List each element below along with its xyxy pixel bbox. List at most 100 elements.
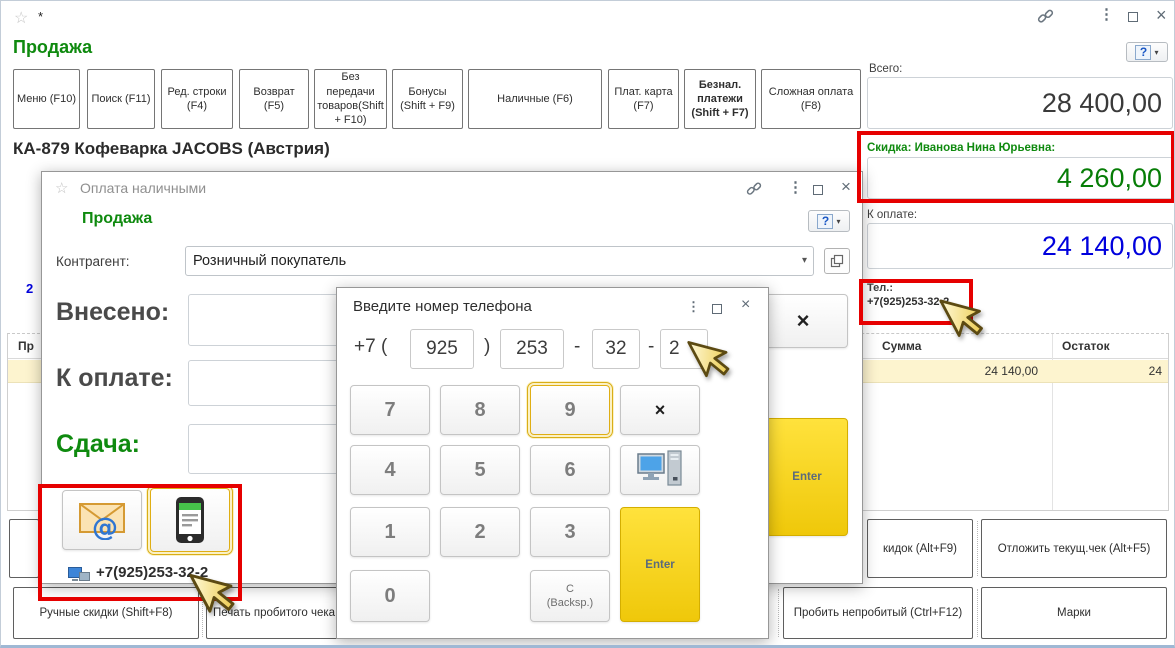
phone-part3-field[interactable]: 32 [592, 329, 640, 369]
toolbar-search-button[interactable]: Поиск (F11) [87, 69, 155, 129]
minimize-icon[interactable] [712, 302, 722, 317]
menu-dots-icon[interactable]: ⋮ [1099, 6, 1114, 23]
row-rest-value: 24 [1148, 364, 1162, 378]
modified-indicator: * [38, 9, 44, 24]
menu-dots-icon[interactable]: ⋮ [788, 179, 803, 196]
key-label: 8 [474, 398, 486, 421]
punch-unpunched-button[interactable]: Пробить непробитый (Ctrl+F12) [783, 587, 973, 639]
key-3[interactable]: 3 [530, 507, 610, 557]
phone-part2-field[interactable]: 253 [500, 329, 564, 369]
close-icon[interactable]: × [741, 296, 751, 313]
link-icon[interactable] [1037, 8, 1054, 28]
phone-dash: - [648, 336, 655, 357]
counterparty-label: Контрагент: [56, 254, 130, 269]
key-6[interactable]: 6 [530, 445, 610, 495]
field-value: 32 [605, 338, 627, 359]
enter-button[interactable]: Enter [766, 418, 848, 536]
column-header-rest[interactable]: Остаток [1062, 339, 1110, 353]
svg-text:@: @ [92, 513, 118, 540]
computer-button[interactable] [620, 445, 700, 495]
toolbar-menu-button[interactable]: Меню (F10) [13, 69, 80, 129]
key-label: 1 [384, 520, 396, 543]
hold-receipt-button[interactable]: Отложить текущ.чек (Alt+F5) [981, 519, 1167, 578]
phone-dash: - [574, 336, 581, 357]
key-multiply[interactable]: × [620, 385, 700, 435]
button-label: Без передачи товаров(Shift + F10) [317, 71, 384, 127]
key-label: 7 [384, 398, 396, 421]
toolbar-bonuses-button[interactable]: Бонусы (Shift + F9) [392, 69, 463, 129]
total-value: 28 400,00 [1041, 87, 1162, 118]
key-1[interactable]: 1 [350, 507, 430, 557]
modal-title: Оплата наличными [80, 180, 207, 196]
pc-mini-icon [68, 566, 90, 589]
cancel-discounts-button[interactable]: кидок (Alt+F9) [867, 519, 973, 578]
column-header[interactable]: Пр [18, 339, 34, 353]
marks-button[interactable]: Марки [981, 587, 1167, 639]
key-label: C [566, 582, 574, 595]
clear-button[interactable]: × [758, 294, 848, 348]
button-label: кидок (Alt+F9) [882, 542, 957, 555]
hidden-button-fragment[interactable] [9, 519, 39, 578]
divider [202, 589, 203, 637]
close-icon[interactable]: × [1156, 5, 1167, 25]
row-sum-value: 24 140,00 [984, 364, 1038, 378]
toolbar-card-button[interactable]: Плат. карта (F7) [608, 69, 679, 129]
help-button[interactable]: ? ▾ [1126, 42, 1168, 62]
backspace-key[interactable]: C (Backsp.) [530, 570, 610, 622]
key-label: Enter [645, 558, 675, 571]
button-label: Плат. карта (F7) [614, 85, 673, 112]
modal-phone-value: +7(925)253-32-2 [96, 564, 209, 581]
manual-discounts-button[interactable]: Ручные скидки (Shift+F8) [13, 587, 199, 639]
button-label: Отложить текущ.чек (Alt+F5) [997, 542, 1151, 555]
menu-dots-icon[interactable]: ⋮ [687, 299, 700, 314]
key-0[interactable]: 0 [350, 570, 430, 622]
email-receipt-button[interactable]: @ [62, 490, 142, 550]
key-8[interactable]: 8 [440, 385, 520, 435]
key-2[interactable]: 2 [440, 507, 520, 557]
toolbar-edit-row-button[interactable]: Ред. строки (F4) [161, 69, 233, 129]
key-label: 2 [474, 520, 486, 543]
enter-key[interactable]: Enter [620, 507, 700, 622]
link-icon[interactable] [746, 181, 762, 200]
due-label: К оплате: [867, 209, 918, 221]
button-label: Ред. строки (F4) [167, 85, 227, 112]
phone-area-field[interactable]: 925 [410, 329, 474, 369]
computer-icon [637, 450, 682, 486]
counterparty-field[interactable]: Розничный покупатель ▾ [185, 246, 814, 276]
product-title: КА-879 Кофеварка JACOBS (Австрия) [13, 139, 330, 158]
button-label: Бонусы (Shift + F9) [400, 85, 455, 112]
choose-button[interactable] [824, 248, 850, 274]
key-sublabel: (Backsp.) [546, 597, 594, 609]
divider [977, 521, 978, 576]
toolbar-complex-payment-button[interactable]: Сложная оплата (F8) [761, 69, 861, 129]
minimize-icon[interactable] [813, 183, 823, 198]
toolbar-cash-button[interactable]: Наличные (F6) [468, 69, 602, 129]
button-label: Безнал. платежи (Shift + F7) [691, 78, 749, 120]
minimize-icon[interactable] [1128, 10, 1138, 25]
discount-value-field: 4 260,00 [867, 157, 1173, 199]
toolbar-return-button[interactable]: Возврат (F5) [239, 69, 309, 129]
dialog-title: Введите номер телефона [353, 298, 532, 315]
close-icon[interactable]: × [841, 177, 851, 196]
column-header-sum[interactable]: Сумма [882, 339, 922, 353]
favorite-star-icon[interactable]: ☆ [14, 10, 29, 27]
cursor-arrow-icon [939, 287, 995, 348]
change-label: Сдача: [56, 430, 140, 458]
button-label: Меню (F10) [16, 92, 77, 105]
phone-label: Тел.: [867, 282, 893, 294]
sms-receipt-button[interactable] [147, 485, 233, 555]
toolbar-cashless-button[interactable]: Безнал. платежи (Shift + F7) [684, 69, 756, 129]
key-4[interactable]: 4 [350, 445, 430, 495]
key-9[interactable]: 9 [527, 382, 613, 438]
key-5[interactable]: 5 [440, 445, 520, 495]
due-value-field: 24 140,00 [867, 223, 1173, 269]
phone-prefix: +7 ( [354, 336, 388, 357]
favorite-star-icon[interactable]: ☆ [55, 180, 69, 197]
toolbar-no-transfer-button[interactable]: Без передачи товаров(Shift + F10) [314, 69, 387, 129]
field-value: 253 [516, 338, 548, 359]
total-label: Всего: [869, 63, 903, 75]
phone-entry-dialog: Введите номер телефона ⋮ × +7 ( 925 ) 25… [336, 287, 769, 639]
help-button[interactable]: ? ▾ [808, 210, 850, 232]
dropdown-arrow-icon[interactable]: ▾ [801, 255, 807, 266]
key-7[interactable]: 7 [350, 385, 430, 435]
